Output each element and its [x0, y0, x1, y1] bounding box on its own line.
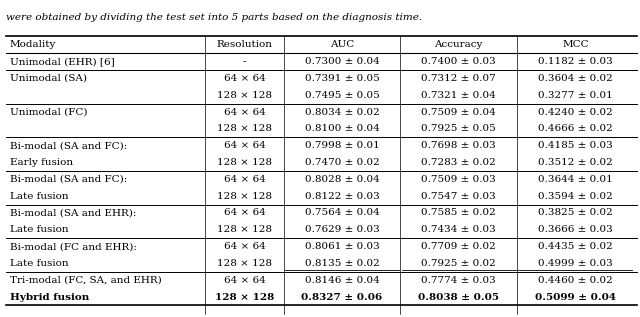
Text: 64 × 64: 64 × 64 — [223, 175, 265, 184]
Text: 0.3512 ± 0.02: 0.3512 ± 0.02 — [538, 158, 612, 167]
Text: 0.4435 ± 0.02: 0.4435 ± 0.02 — [538, 242, 612, 251]
Text: 128 × 128: 128 × 128 — [217, 124, 272, 133]
Text: 0.7400 ± 0.03: 0.7400 ± 0.03 — [421, 57, 496, 66]
Text: Bi-modal (SA and EHR):: Bi-modal (SA and EHR): — [10, 209, 136, 217]
Text: 64 × 64: 64 × 64 — [223, 107, 265, 117]
Text: 0.3825 ± 0.02: 0.3825 ± 0.02 — [538, 209, 612, 217]
Text: 0.7774 ± 0.03: 0.7774 ± 0.03 — [421, 276, 496, 285]
Text: 0.8327 ± 0.06: 0.8327 ± 0.06 — [301, 293, 383, 301]
Text: 0.3604 ± 0.02: 0.3604 ± 0.02 — [538, 74, 612, 83]
Text: 0.8122 ± 0.03: 0.8122 ± 0.03 — [305, 192, 380, 201]
Text: Late fusion: Late fusion — [10, 225, 68, 234]
Text: Modality: Modality — [10, 40, 56, 49]
Text: 0.7321 ± 0.04: 0.7321 ± 0.04 — [421, 91, 496, 100]
Text: 0.8038 ± 0.05: 0.8038 ± 0.05 — [418, 293, 499, 301]
Text: 0.7495 ± 0.05: 0.7495 ± 0.05 — [305, 91, 380, 100]
Text: 0.7509 ± 0.03: 0.7509 ± 0.03 — [421, 175, 496, 184]
Text: 0.7925 ± 0.02: 0.7925 ± 0.02 — [421, 259, 496, 268]
Text: 128 × 128: 128 × 128 — [215, 293, 274, 301]
Text: 0.7509 ± 0.04: 0.7509 ± 0.04 — [421, 107, 496, 117]
Text: Unimodal (EHR) [6]: Unimodal (EHR) [6] — [10, 57, 115, 66]
Text: 0.4460 ± 0.02: 0.4460 ± 0.02 — [538, 276, 612, 285]
Text: 0.1182 ± 0.03: 0.1182 ± 0.03 — [538, 57, 612, 66]
Text: 0.7312 ± 0.07: 0.7312 ± 0.07 — [421, 74, 496, 83]
Text: Hybrid fusion: Hybrid fusion — [10, 293, 89, 301]
Text: 0.7434 ± 0.03: 0.7434 ± 0.03 — [421, 225, 496, 234]
Text: 0.8135 ± 0.02: 0.8135 ± 0.02 — [305, 259, 380, 268]
Text: 0.4999 ± 0.03: 0.4999 ± 0.03 — [538, 259, 612, 268]
Text: 0.8146 ± 0.04: 0.8146 ± 0.04 — [305, 276, 380, 285]
Text: Tri-modal (FC, SA, and EHR): Tri-modal (FC, SA, and EHR) — [10, 276, 161, 285]
Text: Early fusion: Early fusion — [10, 158, 73, 167]
Text: 0.7629 ± 0.03: 0.7629 ± 0.03 — [305, 225, 380, 234]
Text: 0.3594 ± 0.02: 0.3594 ± 0.02 — [538, 192, 612, 201]
Text: 0.7998 ± 0.01: 0.7998 ± 0.01 — [305, 141, 380, 150]
Text: were obtained by dividing the test set into 5 parts based on the diagnosis time.: were obtained by dividing the test set i… — [6, 13, 422, 22]
Text: 64 × 64: 64 × 64 — [223, 242, 265, 251]
Text: Late fusion: Late fusion — [10, 192, 68, 201]
Text: 128 × 128: 128 × 128 — [217, 192, 272, 201]
Text: 128 × 128: 128 × 128 — [217, 225, 272, 234]
Text: 0.7585 ± 0.02: 0.7585 ± 0.02 — [421, 209, 496, 217]
Text: Bi-modal (FC and EHR):: Bi-modal (FC and EHR): — [10, 242, 136, 251]
Text: 0.3277 ± 0.01: 0.3277 ± 0.01 — [538, 91, 612, 100]
Text: 0.8028 ± 0.04: 0.8028 ± 0.04 — [305, 175, 380, 184]
Text: 0.7698 ± 0.03: 0.7698 ± 0.03 — [421, 141, 496, 150]
Text: -: - — [243, 57, 246, 66]
Text: Bi-modal (SA and FC):: Bi-modal (SA and FC): — [10, 175, 127, 184]
Text: 128 × 128: 128 × 128 — [217, 91, 272, 100]
Text: 0.3644 ± 0.01: 0.3644 ± 0.01 — [538, 175, 612, 184]
Text: 0.8100 ± 0.04: 0.8100 ± 0.04 — [305, 124, 380, 133]
Text: 0.7925 ± 0.05: 0.7925 ± 0.05 — [421, 124, 496, 133]
Text: 128 × 128: 128 × 128 — [217, 259, 272, 268]
Text: Bi-modal (SA and FC):: Bi-modal (SA and FC): — [10, 141, 127, 150]
Text: 64 × 64: 64 × 64 — [223, 141, 265, 150]
Text: AUC: AUC — [330, 40, 354, 49]
Text: Resolution: Resolution — [216, 40, 273, 49]
Text: 0.7547 ± 0.03: 0.7547 ± 0.03 — [421, 192, 496, 201]
Text: 64 × 64: 64 × 64 — [223, 276, 265, 285]
Text: 0.7564 ± 0.04: 0.7564 ± 0.04 — [305, 209, 380, 217]
Text: Late fusion: Late fusion — [10, 259, 68, 268]
Text: Unimodal (SA): Unimodal (SA) — [10, 74, 86, 83]
Text: 0.4666 ± 0.02: 0.4666 ± 0.02 — [538, 124, 612, 133]
Text: Accuracy: Accuracy — [435, 40, 483, 49]
Text: 0.7300 ± 0.04: 0.7300 ± 0.04 — [305, 57, 380, 66]
Text: 0.4185 ± 0.03: 0.4185 ± 0.03 — [538, 141, 612, 150]
Text: MCC: MCC — [562, 40, 589, 49]
Text: Unimodal (FC): Unimodal (FC) — [10, 107, 87, 117]
Text: 0.8034 ± 0.02: 0.8034 ± 0.02 — [305, 107, 380, 117]
Text: 0.3666 ± 0.03: 0.3666 ± 0.03 — [538, 225, 612, 234]
Text: 0.7283 ± 0.02: 0.7283 ± 0.02 — [421, 158, 496, 167]
Text: 64 × 64: 64 × 64 — [223, 209, 265, 217]
Text: 0.7470 ± 0.02: 0.7470 ± 0.02 — [305, 158, 380, 167]
Text: 128 × 128: 128 × 128 — [217, 158, 272, 167]
Text: 0.5099 ± 0.04: 0.5099 ± 0.04 — [535, 293, 616, 301]
Text: 64 × 64: 64 × 64 — [223, 74, 265, 83]
Text: 0.7709 ± 0.02: 0.7709 ± 0.02 — [421, 242, 496, 251]
Text: 0.8061 ± 0.03: 0.8061 ± 0.03 — [305, 242, 380, 251]
Text: 0.7391 ± 0.05: 0.7391 ± 0.05 — [305, 74, 380, 83]
Text: 0.4240 ± 0.02: 0.4240 ± 0.02 — [538, 107, 612, 117]
